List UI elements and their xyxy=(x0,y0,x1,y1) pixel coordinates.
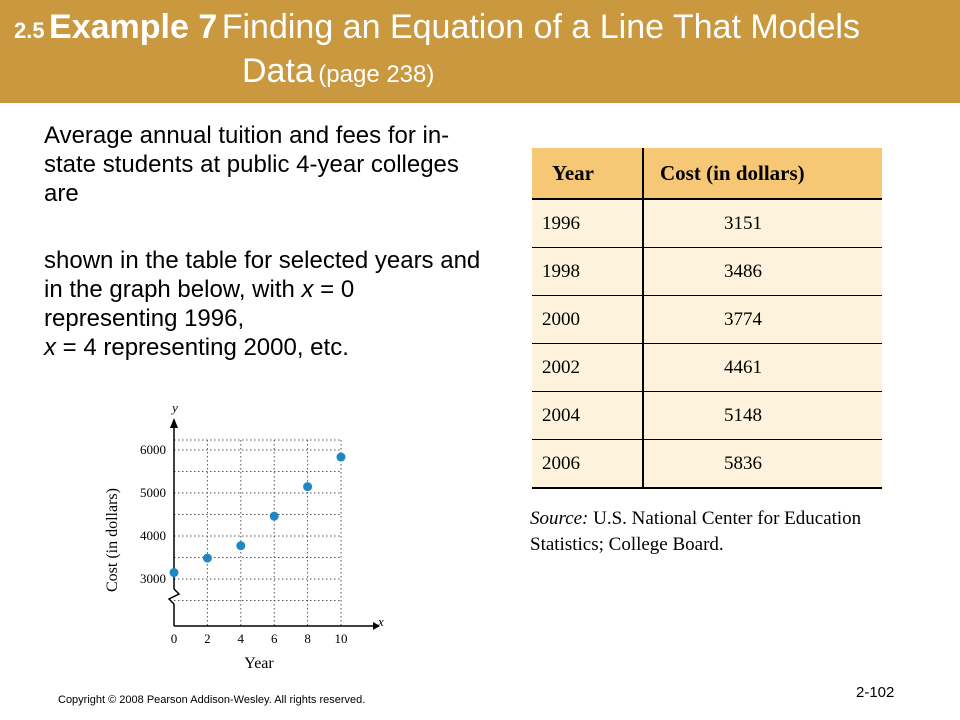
data-table: Year Cost (in dollars) 1996 3151 1998 34… xyxy=(532,148,882,489)
scatter-chart: 0 2 4 6 8 10 3000 4000 5000 6000 Year Cost (in do… xyxy=(104,400,384,672)
x-tick-label: 10 xyxy=(335,631,348,646)
table-source: Source: U.S. National Center for Educati… xyxy=(530,506,890,558)
y-tick-label: 6000 xyxy=(140,442,166,457)
table-row: 2006 5836 xyxy=(532,439,882,489)
x-tick-label: 0 xyxy=(171,631,178,646)
copyright-notice: Copyright © 2008 Pearson Addison-Wesley.… xyxy=(58,694,366,706)
x-tick-label: 2 xyxy=(204,631,211,646)
variable-x: x xyxy=(44,334,56,361)
y-tick-label: 3000 xyxy=(140,571,166,586)
description-text-start: shown in the table for selected years an… xyxy=(44,247,481,303)
chart-ticks: 0 2 4 6 8 10 3000 4000 5000 6000 xyxy=(140,442,348,646)
example-label: Example 7 xyxy=(49,8,218,46)
cell-cost: 3774 xyxy=(643,295,882,344)
data-point xyxy=(202,553,212,563)
y-axis-label: Cost (in dollars) xyxy=(104,488,121,592)
cell-cost: 3151 xyxy=(643,199,882,248)
cell-cost: 4461 xyxy=(643,343,882,392)
cell-cost: 3486 xyxy=(643,247,882,296)
cell-year: 2002 xyxy=(532,343,644,392)
data-point xyxy=(169,568,179,578)
cell-cost: 5836 xyxy=(643,439,882,489)
table-row: 2004 5148 xyxy=(532,391,882,440)
chart-points xyxy=(169,452,346,578)
slide-title-continued: Data (page 238) xyxy=(242,52,434,91)
cell-year: 2006 xyxy=(532,439,644,489)
cell-year: 1996 xyxy=(532,199,644,248)
data-point xyxy=(303,482,313,492)
x-tick-label: 6 xyxy=(271,631,278,646)
title-bar: 2.5 Example 7 Finding an Equation of a L… xyxy=(0,0,960,103)
source-label: Source: xyxy=(530,508,589,529)
x-tick-label: 8 xyxy=(304,631,311,646)
intro-paragraph: Average annual tuition and fees for in-s… xyxy=(44,122,459,207)
data-point xyxy=(269,511,279,521)
description-paragraph: shown in the table for selected years an… xyxy=(44,246,494,362)
y-tick-label: 5000 xyxy=(140,485,166,500)
table-row: 2002 4461 xyxy=(532,343,882,392)
description-text-mid: = 0 representing 1996, xyxy=(44,276,355,332)
table-row: 1996 3151 xyxy=(532,199,882,248)
variable-x: x xyxy=(301,276,314,303)
data-point xyxy=(336,452,346,462)
cell-year: 2000 xyxy=(532,295,644,344)
table-row: 1998 3486 xyxy=(532,247,882,296)
x-axis-variable: x xyxy=(377,614,384,629)
y-axis-arrow xyxy=(170,418,178,428)
cell-cost: 5148 xyxy=(643,391,882,440)
slide-title: 2.5 Example 7 Finding an Equation of a L… xyxy=(14,8,860,47)
cell-year: 2004 xyxy=(532,391,644,440)
data-point xyxy=(236,541,246,551)
source-text: U.S. National Center for Education Stati… xyxy=(530,508,862,555)
cell-year: 1998 xyxy=(532,247,644,296)
page-reference: (page 238) xyxy=(318,61,435,88)
section-number: 2.5 xyxy=(14,18,45,43)
x-axis-arrow xyxy=(373,622,380,630)
y-axis-break xyxy=(167,588,181,605)
title-text-line1: Finding an Equation of a Line That Model… xyxy=(221,8,860,46)
page-number: 2-102 xyxy=(856,684,895,701)
table-header-row: Year Cost (in dollars) xyxy=(532,148,882,200)
title-text-line2: Data xyxy=(242,52,314,90)
chart-grid xyxy=(174,439,342,626)
data-table-container: Year Cost (in dollars) 1996 3151 1998 34… xyxy=(532,148,882,489)
column-header-year: Year xyxy=(532,148,644,200)
chart-axes xyxy=(167,418,380,630)
y-tick-label: 4000 xyxy=(140,528,166,543)
table-row: 2000 3774 xyxy=(532,295,882,344)
y-axis-variable: y xyxy=(170,400,178,415)
column-header-cost: Cost (in dollars) xyxy=(643,148,882,200)
description-text-end: = 4 representing 2000, etc. xyxy=(56,334,349,361)
x-axis-label: Year xyxy=(244,655,274,672)
x-tick-label: 4 xyxy=(238,631,245,646)
